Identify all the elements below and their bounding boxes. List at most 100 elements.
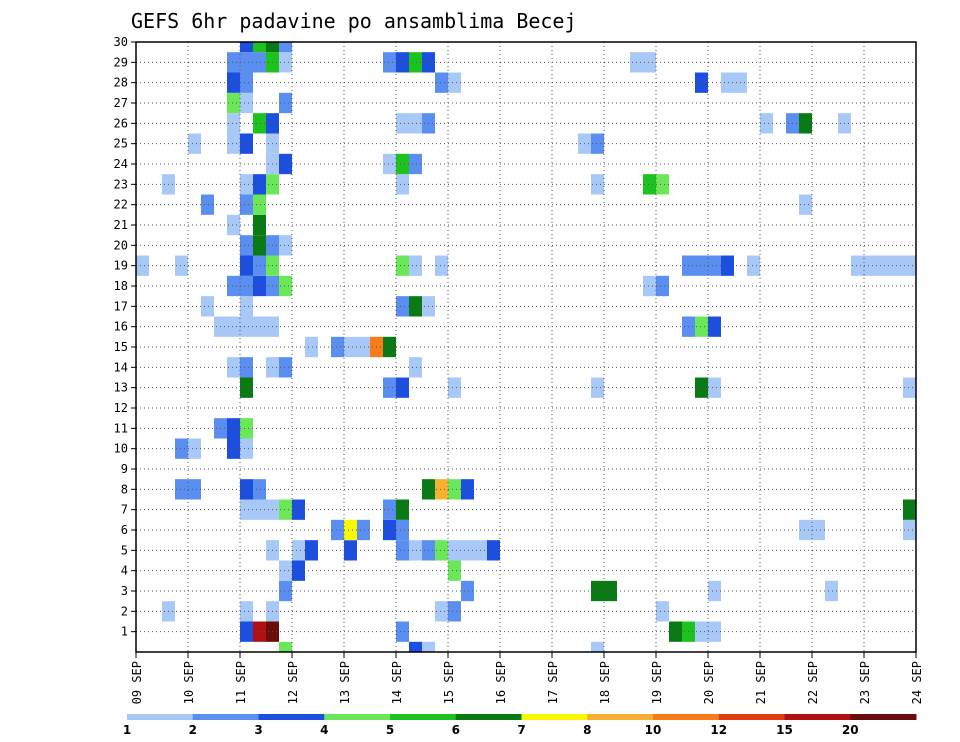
heatmap-cell [708,377,721,398]
heatmap-cell [240,601,253,622]
heatmap-cell [383,336,396,358]
heatmap-cell [448,479,461,500]
heatmap-cell [201,194,214,215]
heatmap-cell [695,255,708,276]
heatmap-cell [331,519,344,541]
heatmap-cell [292,540,305,561]
y-tick-label: 15 [114,340,128,354]
y-tick-label: 7 [121,503,128,517]
colorbar-label: 7 [517,723,525,737]
heatmap-cell [812,519,825,541]
heatmap-cell [253,42,266,53]
heatmap-cell [799,194,812,215]
heatmap-cell [279,153,292,175]
heatmap-cell [279,235,292,256]
heatmap-cell [253,255,266,276]
x-tick-label: 16 SEP [494,661,508,704]
heatmap-cell [279,580,292,602]
heatmap-cell [825,580,838,602]
colorbar-swatch [127,714,194,720]
heatmap-cell [409,641,422,652]
x-tick-label: 12 SEP [286,661,300,704]
heatmap-cell [435,540,448,561]
heatmap-cell [396,296,409,317]
heatmap-cell [643,174,656,195]
heatmap-cell [877,255,890,276]
colorbar-label: 20 [842,723,859,737]
colorbar-legend: 1 2 3 4 5 6 7 8 10 12 15 20 [123,714,917,737]
colorbar-label: 10 [645,723,662,737]
heatmap-cell [240,499,253,520]
heatmap-cell [448,560,461,581]
y-tick-label: 12 [114,401,128,415]
heatmap-cell [240,72,253,93]
heatmap-cell [448,601,461,622]
heatmap-cell [305,336,318,358]
y-tick-label: 19 [114,259,128,273]
colorbar-swatch [390,714,457,720]
heatmap-cell [448,540,461,561]
y-tick-label: 27 [114,96,128,110]
colorbar-swatch [587,714,654,720]
heatmap-cell [279,499,292,520]
heatmap-cell [240,133,253,154]
heatmap-cell [708,580,721,602]
heatmap-cell [396,540,409,561]
y-tick-label: 22 [114,198,128,212]
heatmap-cell [240,418,253,439]
y-tick-label: 13 [114,381,128,395]
y-tick-label: 16 [114,320,128,334]
heatmap-cell [695,316,708,337]
heatmap-cell [240,621,253,642]
y-tick-label: 8 [121,482,128,496]
heatmap-cell [903,519,916,541]
heatmap-cell [656,601,669,622]
heatmap-cell [396,113,409,134]
heatmap-cell [227,52,240,73]
heatmap-cell [227,92,240,114]
heatmap-cell [695,621,708,642]
colorbar-swatch [258,714,325,720]
colorbar-label: 4 [320,723,328,737]
y-tick-label: 2 [121,604,128,618]
heatmap-cell [240,275,253,297]
x-tick-label: 11 SEP [234,661,248,704]
heatmap-cell [708,316,721,337]
heatmap-cell [279,92,292,114]
heatmap-cell [383,153,396,175]
heatmap-cell [708,621,721,642]
heatmap-cell [240,357,253,378]
heatmap-cell [409,113,422,134]
heatmap-cell [240,316,253,337]
colorbar-label: 6 [452,723,460,737]
heatmap-cell [409,255,422,276]
colorbar-label: 8 [583,723,591,737]
x-tick-label: 17 SEP [546,661,560,704]
heatmap-cell [799,113,812,134]
heatmap-cell [656,174,669,195]
heatmap-cell [708,255,721,276]
heatmap-cell [461,540,474,561]
heatmap-cell [383,377,396,398]
heatmap-cell [227,113,240,134]
heatmap-cell [279,52,292,73]
colorbar-label: 3 [254,723,262,737]
x-tick-label: 21 SEP [754,661,768,704]
heatmap-cell [383,52,396,73]
heatmap-cell [461,479,474,500]
heatmap-cell [448,377,461,398]
heatmap-cell [903,499,916,520]
heatmap-cell [253,479,266,500]
y-tick-label: 3 [121,584,128,598]
x-tick-label: 14 SEP [390,661,404,704]
y-tick-label: 26 [114,116,128,130]
y-tick-label: 17 [114,299,128,313]
y-tick-label: 20 [114,238,128,252]
heatmap-cell [175,255,188,276]
colorbar-label: 12 [710,723,727,737]
heatmap-cell [266,42,279,53]
heatmap-cell [396,499,409,520]
heatmap-cell [279,275,292,297]
colorbar-swatch [718,714,785,720]
